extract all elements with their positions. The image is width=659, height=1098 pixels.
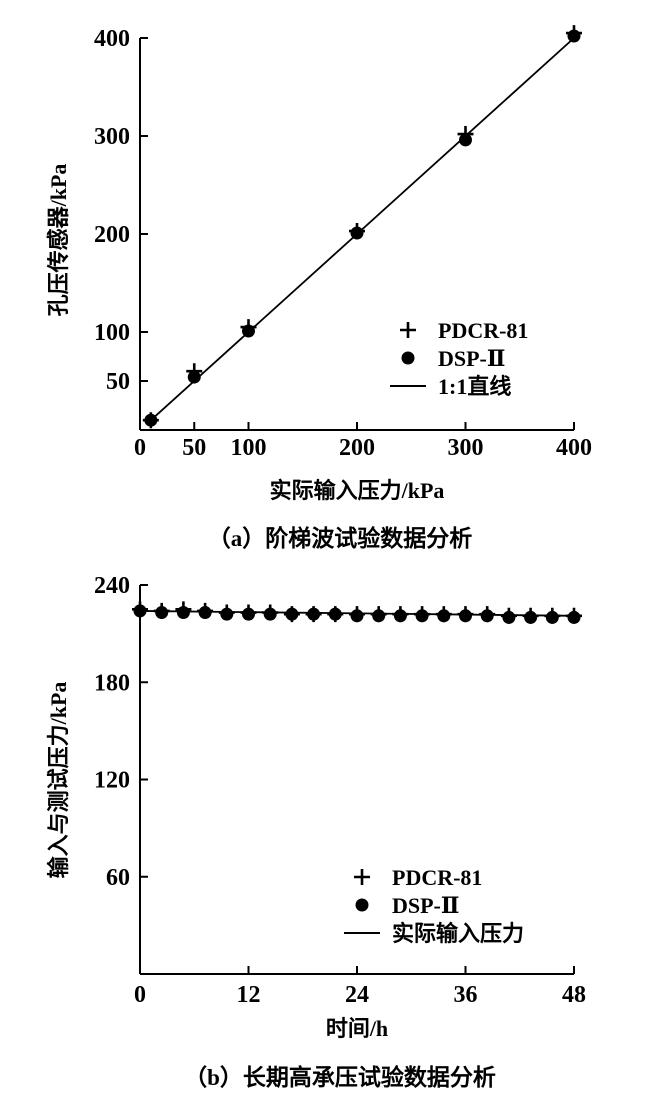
chart-b-plot-area: 0 12 24 36 48 60 120 180 240 PDCR-81 DSP-Ⅱ 实际输入压力 — [94, 573, 586, 1008]
legend-label: PDCR-81 — [392, 865, 482, 890]
data-point-pdcr — [262, 604, 279, 621]
legend-label: DSP-Ⅱ — [392, 893, 459, 918]
data-point-pdcr — [240, 319, 257, 336]
data-point-pdcr — [240, 604, 257, 621]
data-point-pdcr — [218, 604, 235, 621]
y-tick-label: 60 — [106, 865, 130, 891]
x-tick-label: 0 — [134, 435, 146, 461]
data-point-pdcr — [435, 606, 452, 623]
chart-b-xlabel: 时间/h — [326, 1016, 388, 1041]
data-point-pdcr — [457, 606, 474, 623]
x-tick-label: 24 — [345, 982, 369, 1008]
legend-plus-marker — [354, 869, 370, 885]
chart-b-caption: （b）长期高承压试验数据分析 — [184, 1064, 496, 1090]
data-point-pdcr — [197, 602, 214, 619]
y-tick-label: 400 — [94, 26, 130, 52]
chart-b-ylabel: 输入与测试压力/kPa — [46, 682, 71, 879]
data-point-pdcr — [479, 606, 496, 623]
legend-label: 1:1直线 — [438, 374, 511, 399]
y-tick-label: 300 — [94, 124, 130, 150]
data-point-pdcr — [566, 25, 582, 42]
data-point-pdcr — [153, 602, 170, 619]
data-point-pdcr — [370, 606, 387, 623]
data-point-pdcr — [175, 601, 192, 618]
chart-a-xlabel: 实际输入压力/kPa — [270, 478, 445, 503]
chart-a-plot-area: 0 50 100 200 300 400 50 100 200 300 400 PDCR-81 DSP-… — [94, 25, 592, 461]
data-point-pdcr — [186, 363, 203, 380]
data-point-pdcr — [566, 607, 582, 624]
y-tick-label: 50 — [106, 369, 130, 395]
x-tick-label: 0 — [134, 982, 146, 1008]
y-tick-label: 120 — [94, 768, 130, 794]
data-point-pdcr — [349, 606, 365, 623]
x-tick-label: 300 — [448, 435, 484, 461]
y-tick-label: 200 — [94, 222, 130, 248]
data-point-pdcr — [544, 607, 561, 624]
x-tick-label: 12 — [237, 982, 261, 1008]
chart-a-step-wave: 0 50 100 200 300 400 50 100 200 300 400 PDCR-81 DSP-… — [46, 25, 592, 551]
y-tick-label: 240 — [94, 573, 130, 599]
legend-label: DSP-Ⅱ — [438, 346, 505, 371]
data-point-pdcr — [142, 412, 159, 429]
data-point-pdcr — [522, 607, 539, 624]
legend-circle-marker — [401, 351, 415, 365]
legend-label: 实际输入压力 — [392, 921, 524, 946]
series-line-1:1直线 — [150, 37, 575, 421]
data-point-pdcr — [500, 607, 517, 624]
x-tick-label: 48 — [562, 982, 586, 1008]
data-point-pdcr — [283, 606, 300, 623]
x-tick-label: 200 — [339, 435, 375, 461]
x-tick-label: 50 — [182, 435, 206, 461]
data-point-pdcr — [327, 606, 344, 623]
data-point-pdcr — [349, 223, 365, 240]
legend-plus-marker — [400, 322, 416, 338]
data-point-pdcr — [132, 601, 148, 618]
chart-a-caption: （a）阶梯波试验数据分析 — [208, 525, 473, 551]
y-tick-label: 100 — [94, 320, 130, 346]
data-point-pdcr — [392, 606, 409, 623]
legend-circle-marker — [355, 898, 369, 912]
x-tick-label: 36 — [454, 982, 478, 1008]
x-tick-label: 400 — [556, 435, 592, 461]
chart-b-long-term: 0 12 24 36 48 60 120 180 240 PDCR-81 DSP-Ⅱ 实际输入压力 时… — [46, 573, 586, 1090]
data-point-pdcr — [457, 126, 474, 143]
chart-a-ylabel: 孔压传感器/kPa — [46, 164, 71, 317]
legend-label: PDCR-81 — [438, 318, 528, 343]
data-point-pdcr — [414, 606, 431, 623]
x-tick-label: 100 — [231, 435, 267, 461]
y-tick-label: 180 — [94, 670, 130, 696]
data-point-pdcr — [305, 606, 322, 623]
